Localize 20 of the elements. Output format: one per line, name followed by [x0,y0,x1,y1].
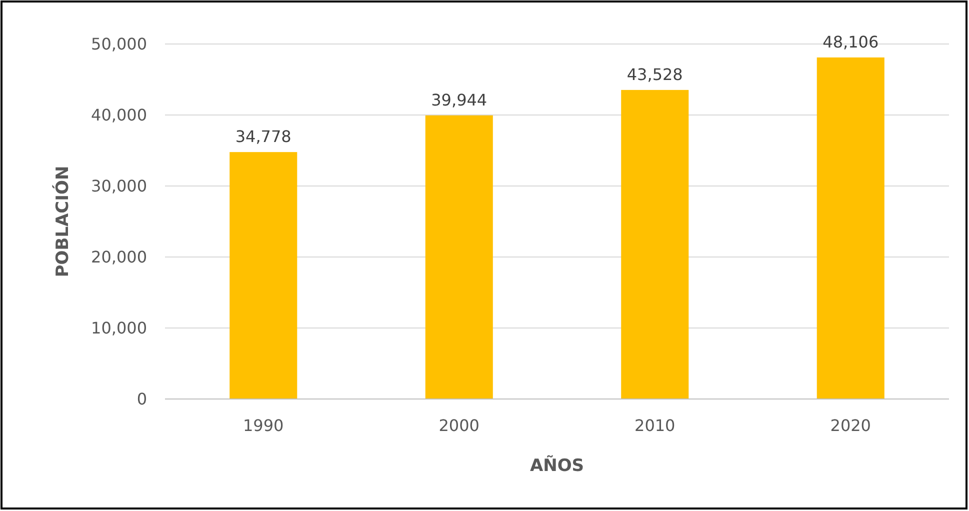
x-tick-label: 2000 [438,416,480,435]
y-tick-label: 20,000 [91,248,147,267]
x-tick-label: 2010 [634,416,676,435]
y-tick-label: 0 [136,390,147,409]
y-tick-label: 40,000 [91,106,147,125]
bar [621,90,689,399]
bar [425,115,493,399]
y-tick-label: 50,000 [91,34,147,54]
data-label: 39,944 [431,90,488,110]
bar [230,152,298,399]
x-tick-label: 1990 [243,416,284,435]
bar [816,57,884,399]
y-axis-title: POBLACIÓN [52,166,73,278]
data-label: 48,106 [822,32,879,52]
x-tick-label: 2020 [830,416,871,435]
y-tick-label: 30,000 [91,176,147,196]
y-tick-label: 10,000 [91,318,147,338]
x-axis-title: AÑOS [530,455,584,476]
data-label: 43,528 [626,64,683,84]
data-label: 34,778 [235,127,292,146]
